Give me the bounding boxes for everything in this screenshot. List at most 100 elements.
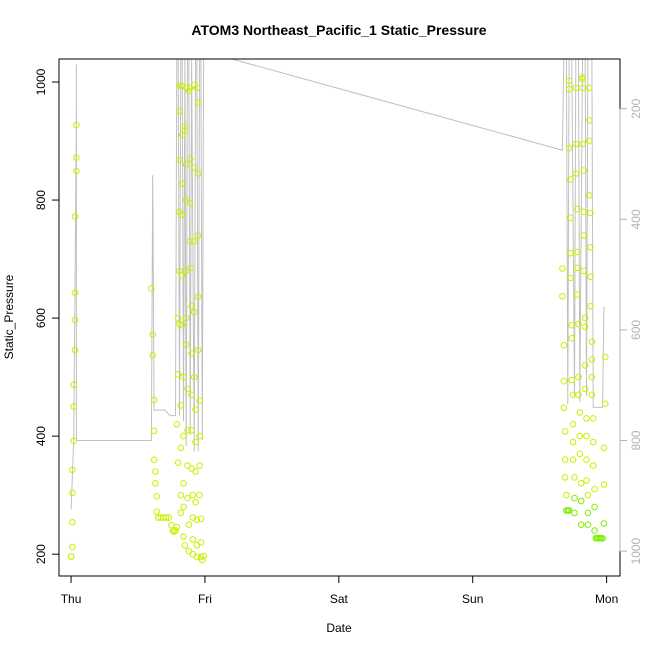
data-point xyxy=(200,552,207,560)
data-point xyxy=(199,556,206,564)
data-point xyxy=(602,400,609,408)
y-tick-label: 800 xyxy=(34,190,48,210)
data-point xyxy=(591,527,598,534)
data-point xyxy=(568,321,576,329)
data-point xyxy=(576,432,584,440)
data-point xyxy=(180,503,187,511)
data-point xyxy=(587,273,594,281)
data-point xyxy=(579,84,586,92)
data-point xyxy=(181,123,189,130)
data-point xyxy=(178,211,186,219)
data-point xyxy=(192,438,199,446)
data-point xyxy=(561,428,569,435)
data-point xyxy=(178,82,186,90)
data-point xyxy=(581,385,589,393)
data-point xyxy=(584,509,592,517)
data-point xyxy=(186,199,194,207)
data-point xyxy=(170,528,178,536)
y-tick-label: 200 xyxy=(34,544,48,564)
data-point xyxy=(600,520,608,527)
data-point xyxy=(589,462,597,469)
data-point xyxy=(194,293,202,301)
data-point xyxy=(575,391,582,399)
data-point xyxy=(180,480,187,487)
data-point xyxy=(573,205,581,213)
data-point xyxy=(573,248,581,256)
data-point xyxy=(584,521,592,529)
data-point xyxy=(567,274,574,282)
data-point xyxy=(193,516,201,524)
data-point xyxy=(579,140,586,148)
data-point xyxy=(567,249,574,257)
data-point xyxy=(576,409,584,416)
data-point xyxy=(70,403,77,410)
data-point xyxy=(579,75,586,83)
data-point xyxy=(599,534,606,542)
data-point xyxy=(587,303,594,310)
data-point xyxy=(180,373,187,381)
series-points-layer xyxy=(67,74,609,564)
data-point xyxy=(588,356,596,363)
data-point xyxy=(571,509,578,517)
data-point xyxy=(71,289,79,297)
data-point xyxy=(178,272,186,279)
y2-tick-label: 1000 xyxy=(629,537,643,564)
data-point xyxy=(583,477,590,484)
data-point xyxy=(174,370,182,378)
y-axis-left: 200 400 600 800 1000 xyxy=(34,68,60,564)
data-point xyxy=(577,521,585,529)
data-point xyxy=(186,264,194,272)
data-point xyxy=(71,346,79,354)
data-point xyxy=(196,491,203,499)
data-point xyxy=(181,542,189,549)
data-point xyxy=(580,232,588,239)
data-point xyxy=(188,426,195,434)
data-point xyxy=(172,527,179,534)
data-point xyxy=(194,232,202,239)
data-point xyxy=(69,489,76,497)
x-axis: Thu Fri Sat Sun Mon xyxy=(61,575,618,606)
data-point xyxy=(180,432,187,440)
data-point xyxy=(174,459,182,467)
data-point xyxy=(583,432,590,440)
data-point xyxy=(178,321,186,329)
data-point xyxy=(196,462,203,469)
data-point xyxy=(581,323,589,331)
data-point xyxy=(193,84,201,92)
data-point xyxy=(188,350,195,357)
data-point xyxy=(152,480,159,487)
data-point xyxy=(150,396,158,404)
data-point xyxy=(69,543,76,551)
data-point xyxy=(178,131,186,139)
plot-frame xyxy=(58,58,621,577)
data-point xyxy=(148,285,155,292)
data-point xyxy=(585,137,593,145)
data-point xyxy=(559,265,566,272)
data-point xyxy=(194,170,202,177)
data-point xyxy=(591,503,598,511)
data-point xyxy=(149,331,156,338)
data-point xyxy=(190,238,198,245)
data-point xyxy=(559,293,566,300)
data-point xyxy=(579,74,586,81)
data-point xyxy=(591,485,598,493)
data-point xyxy=(587,244,594,251)
data-point xyxy=(162,514,170,521)
data-point xyxy=(184,385,191,393)
y2-tick-label: 600 xyxy=(629,320,643,340)
data-point xyxy=(73,154,80,161)
data-point xyxy=(600,444,608,452)
data-point xyxy=(572,140,580,148)
data-point xyxy=(176,108,183,115)
data-point xyxy=(567,176,574,183)
data-point xyxy=(565,507,573,514)
x-axis-label: Date xyxy=(326,621,352,635)
data-point xyxy=(149,352,156,359)
data-point xyxy=(69,519,76,526)
data-point xyxy=(69,466,76,474)
data-point xyxy=(190,164,198,171)
data-point xyxy=(587,209,594,217)
y2-tick-label: 800 xyxy=(629,430,643,450)
data-point xyxy=(190,308,198,316)
data-point xyxy=(70,381,77,389)
